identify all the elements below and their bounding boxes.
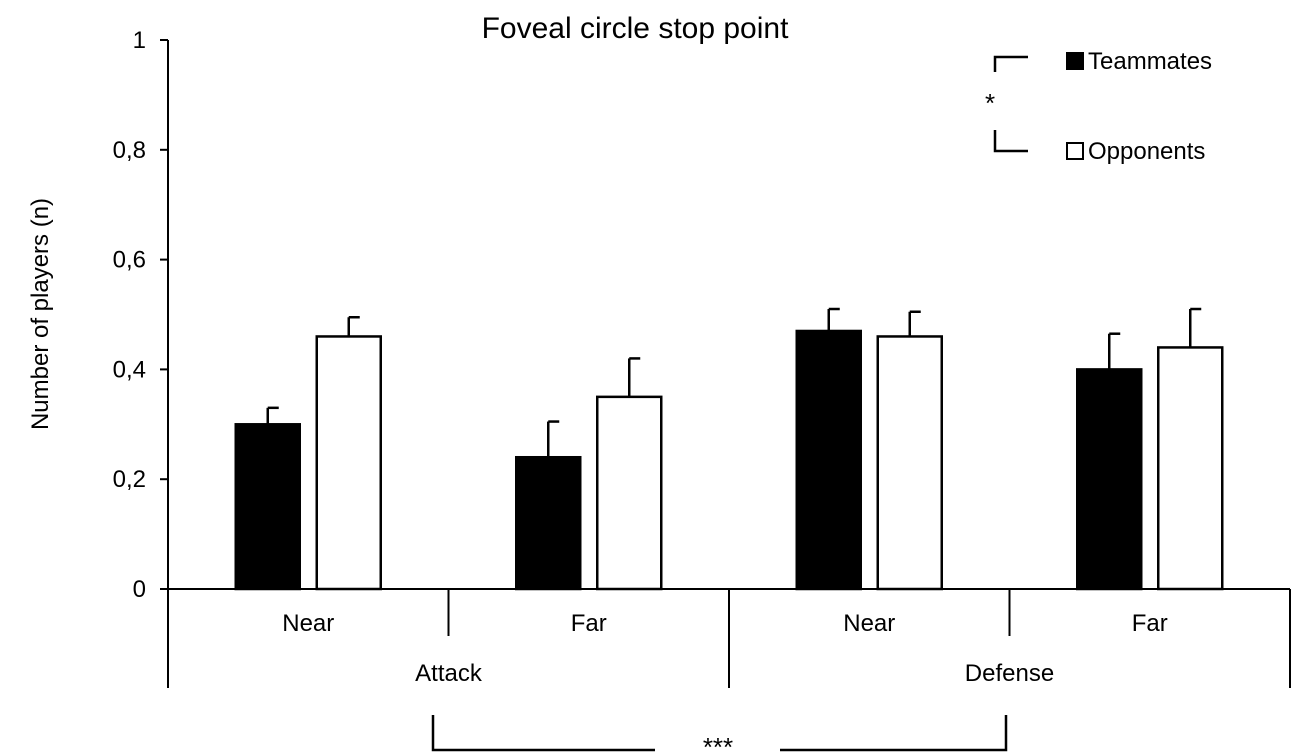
bar-opponents <box>876 335 943 591</box>
x-axis-labels: Near Far Near Far Attack Defense <box>282 610 1168 687</box>
x-group-label: Defense <box>965 660 1054 687</box>
y-tick-label: 0,4 <box>113 356 146 383</box>
legend-label-teammates: Teammates <box>1088 48 1212 75</box>
group-significance: *** <box>431 715 1008 753</box>
chart-title: Foveal circle stop point <box>482 12 789 45</box>
bar-opponents <box>315 335 382 591</box>
x-group-label: Attack <box>415 660 483 687</box>
x-category-label: Far <box>1132 610 1168 637</box>
y-axis-ticks: 0 0,2 0,4 0,6 0,8 1 <box>113 27 168 603</box>
bar-opponents <box>596 395 663 591</box>
bar-teammates <box>515 455 582 591</box>
y-tick-label: 1 <box>133 27 146 54</box>
x-category-label: Far <box>571 610 607 637</box>
x-category-label: Near <box>843 610 895 637</box>
bars <box>234 329 1224 591</box>
y-tick-label: 0,2 <box>113 466 146 493</box>
legend-significance-bracket <box>993 55 1028 153</box>
y-tick-label: 0,8 <box>113 137 146 164</box>
legend-swatch-teammates <box>1066 52 1084 70</box>
bar-teammates <box>795 329 862 591</box>
group-significance-marker: *** <box>703 732 733 753</box>
y-axis-label: Number of players (n) <box>27 198 54 430</box>
x-category-label: Near <box>282 610 334 637</box>
y-tick-label: 0 <box>133 576 146 603</box>
legend-significance-marker: * <box>985 88 995 118</box>
y-tick-label: 0,6 <box>113 247 146 274</box>
error-bars <box>266 307 1202 458</box>
bar-teammates <box>234 423 301 591</box>
bar-opponents <box>1157 346 1224 591</box>
legend-label-opponents: Opponents <box>1088 138 1205 165</box>
legend: Teammates Opponents * <box>985 48 1212 165</box>
group-significance-bracket <box>431 715 1008 752</box>
bar-teammates <box>1076 368 1143 591</box>
legend-swatch-opponents <box>1066 142 1084 160</box>
